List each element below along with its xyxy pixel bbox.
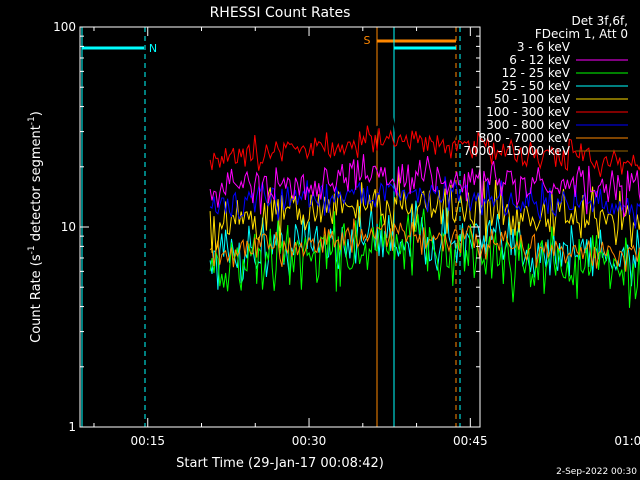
y-axis-label-end: ) xyxy=(29,111,44,116)
saa-marker-label: S xyxy=(364,34,371,47)
x-tick-label: 01:00 xyxy=(614,434,640,448)
legend-header-decim: FDecim 1, Att 0 xyxy=(535,27,628,41)
observation-overlays: NS xyxy=(81,27,461,427)
series-line xyxy=(209,218,640,272)
legend-header-detectors: Det 3f,6f, xyxy=(572,14,629,28)
legend-entry-label: 800 - 7000 keV xyxy=(479,131,571,145)
x-tick-label: 00:15 xyxy=(130,434,165,448)
y-axis-label-sup1: -1 xyxy=(27,245,37,254)
x-tick-label: 00:30 xyxy=(292,434,327,448)
legend-entry-label: 3 - 6 keV xyxy=(517,40,571,54)
legend-entry-label: 12 - 25 keV xyxy=(502,66,571,80)
series-line xyxy=(209,125,640,177)
legend-entry-label: 7000 - 15000 keV xyxy=(463,144,570,158)
plot-frame xyxy=(79,26,481,428)
legend-entry-label: 50 - 100 keV xyxy=(494,92,571,106)
x-tick-label: 00:45 xyxy=(453,434,488,448)
y-tick-label: 1 xyxy=(68,420,76,434)
night-marker-label: N xyxy=(149,42,157,55)
series-line xyxy=(210,112,640,183)
y-axis-label: Count Rate (s-1 detector segment-1) xyxy=(27,111,44,343)
x-axis-label: Start Time (29-Jan-17 00:08:42) xyxy=(176,456,384,471)
axes: 00:1500:3000:4501:0001:1501:3001:4511010… xyxy=(53,20,640,448)
y-tick-label: 100 xyxy=(53,20,76,34)
y-axis-label-main: Count Rate (s xyxy=(29,254,44,343)
legend-entry-label: 25 - 50 keV xyxy=(502,79,571,93)
legend-entry-label: 6 - 12 keV xyxy=(509,53,571,67)
legend-entry-label: 300 - 800 keV xyxy=(486,118,570,132)
legend-entry-label: 100 - 300 keV xyxy=(486,105,570,119)
y-axis-label-sup2: -1 xyxy=(27,116,37,125)
chart-title: RHESSI Count Rates xyxy=(210,5,351,21)
series-line xyxy=(209,208,640,308)
footer-date: 2-Sep-2022 00:30 xyxy=(556,467,637,477)
series-layer xyxy=(209,112,640,308)
y-tick-label: 10 xyxy=(61,220,76,234)
series-line xyxy=(209,171,640,253)
series-line xyxy=(209,154,640,218)
y-axis-label-mid: detector segment xyxy=(29,125,44,245)
